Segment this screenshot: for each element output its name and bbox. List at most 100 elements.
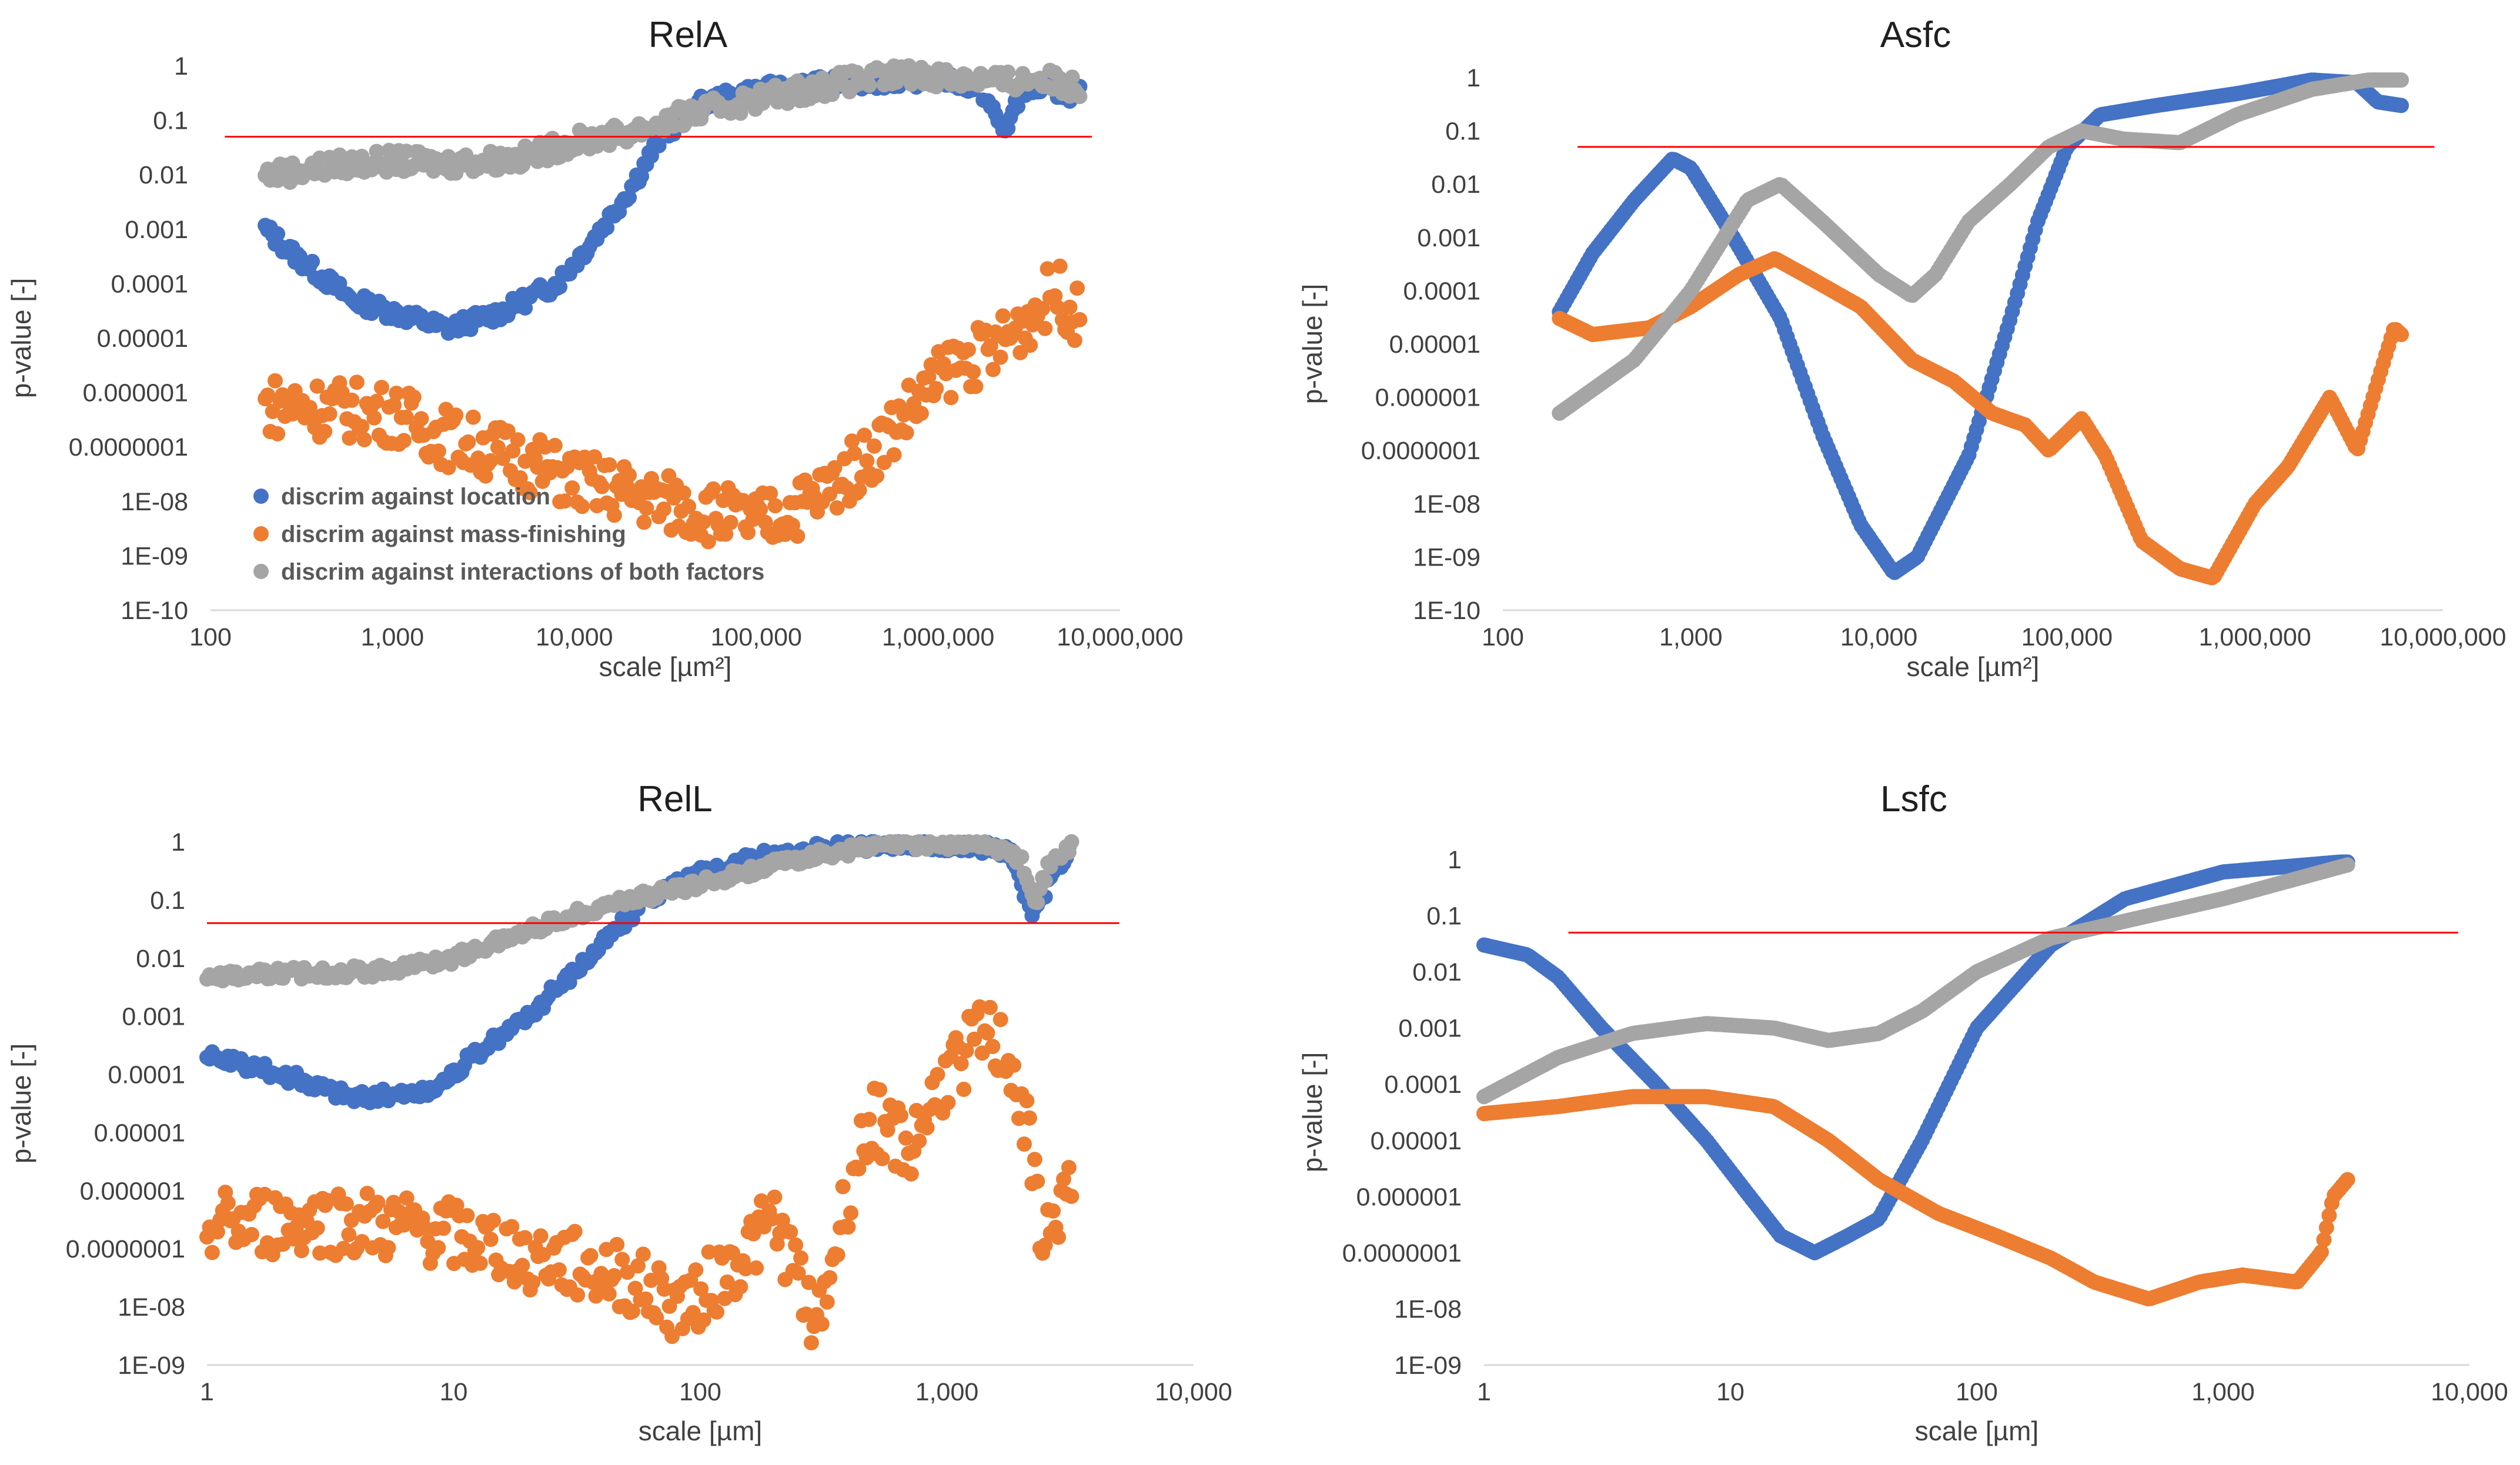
y-tick-label: 1E-10 <box>121 597 188 625</box>
data-point <box>748 1260 764 1276</box>
y-tick-label: 0.01 <box>136 945 185 973</box>
data-point <box>514 1257 530 1273</box>
data-point <box>627 1280 643 1296</box>
data-point <box>369 143 385 159</box>
data-point <box>305 253 320 269</box>
data-point <box>557 493 573 509</box>
data-point <box>606 1268 622 1283</box>
data-point <box>209 1224 225 1240</box>
y-tick-label: 0.0001 <box>111 270 188 298</box>
data-point <box>375 1213 391 1229</box>
data-point <box>830 1247 845 1263</box>
x-tick-label: 1,000 <box>915 1378 979 1406</box>
data-point <box>2318 1220 2334 1236</box>
y-tick-label: 0.1 <box>150 887 185 915</box>
x-axis-label: scale [µm²] <box>1907 651 2040 682</box>
x-tick-label: 10,000 <box>1155 1378 1232 1406</box>
data-point <box>370 1195 386 1210</box>
data-point <box>583 1247 599 1263</box>
chart-panel-lsfc: Lsfc 1 10 100 1,000 10,000 1 0.1 0.01 0.001 0.0001… <box>1297 779 2508 1446</box>
data-point <box>413 411 429 427</box>
y-tick-label: 0.001 <box>125 216 188 244</box>
data-point <box>635 1246 651 1262</box>
data-point <box>706 481 721 497</box>
data-point <box>1006 1058 1022 1073</box>
data-point <box>374 380 389 396</box>
y-tick-label: 0.1 <box>153 107 188 135</box>
data-point <box>814 1316 830 1332</box>
data-point <box>399 409 415 425</box>
data-point <box>309 378 325 394</box>
chart-panel-asfc: Asfc 100 1,000 10,000 100,000 1,000,000 10,000… <box>1297 15 2506 682</box>
data-point <box>1070 280 1085 296</box>
data-point <box>824 86 840 102</box>
data-point <box>793 1250 809 1266</box>
data-point <box>567 1223 583 1239</box>
series-discrim-against-mass-finishing <box>199 999 1079 1351</box>
data-point <box>1072 89 1088 105</box>
data-point <box>522 485 538 501</box>
data-point <box>1050 299 1065 315</box>
data-point <box>880 1122 895 1138</box>
data-point <box>930 1066 945 1082</box>
data-point <box>309 1220 325 1236</box>
data-point <box>2394 327 2409 342</box>
data-point <box>342 430 357 446</box>
data-point <box>1035 301 1051 316</box>
x-tick-label: 1,000,000 <box>2199 623 2311 651</box>
data-point <box>724 1245 740 1261</box>
data-point <box>790 1265 806 1281</box>
series-discrim-against-location <box>1552 72 2409 580</box>
data-point <box>814 70 830 86</box>
data-point <box>552 279 568 295</box>
data-point <box>2394 72 2409 88</box>
y-tick-label: 1 <box>1466 64 1480 92</box>
data-point <box>606 507 622 523</box>
x-tick-label: 10,000 <box>2431 1378 2508 1406</box>
y-tick-label: 1 <box>174 52 188 81</box>
x-tick-label: 100 <box>1956 1378 1998 1406</box>
x-tick-label: 1,000,000 <box>882 623 994 651</box>
data-point <box>366 410 382 426</box>
data-point <box>1061 1160 1077 1175</box>
data-point <box>651 138 667 153</box>
data-point <box>874 1150 890 1166</box>
x-tick-label: 100,000 <box>710 623 801 651</box>
data-point <box>1064 834 1079 849</box>
y-tick-label: 1E-08 <box>1413 490 1480 519</box>
x-tick-label: 1 <box>1477 1378 1491 1406</box>
data-point <box>430 1240 446 1256</box>
y-tick-label: 1E-09 <box>1413 543 1480 571</box>
data-point <box>1022 337 1038 353</box>
data-point <box>317 423 333 439</box>
data-point <box>943 390 959 406</box>
data-point <box>958 1043 974 1059</box>
data-point <box>1000 64 1016 80</box>
data-point <box>790 529 806 544</box>
data-point <box>533 1228 549 1244</box>
y-tick-label: 0.0001 <box>1384 1071 1462 1099</box>
data-point <box>380 1240 396 1256</box>
legend-label: discrim against location <box>281 484 550 510</box>
data-point <box>386 397 402 413</box>
x-tick-label: 100 <box>189 623 232 651</box>
y-tick-label: 1E-10 <box>1413 597 1480 625</box>
data-point <box>2339 1172 2355 1188</box>
chart-title: RelL <box>637 779 713 820</box>
data-point <box>1051 1229 1067 1245</box>
y-tick-label: 1E-09 <box>1394 1352 1462 1380</box>
data-point <box>448 407 464 423</box>
data-point <box>621 467 637 483</box>
data-point <box>220 1195 236 1211</box>
data-point <box>992 1012 1008 1028</box>
data-point <box>293 1243 309 1259</box>
data-point <box>696 514 711 530</box>
data-point <box>898 1130 914 1146</box>
data-point <box>753 501 768 517</box>
data-point <box>1062 299 1078 315</box>
data-point <box>1064 69 1080 85</box>
data-point <box>338 1196 354 1212</box>
data-point <box>985 1039 1001 1054</box>
y-tick-label: 0.000001 <box>80 1177 185 1205</box>
data-point <box>574 499 590 514</box>
